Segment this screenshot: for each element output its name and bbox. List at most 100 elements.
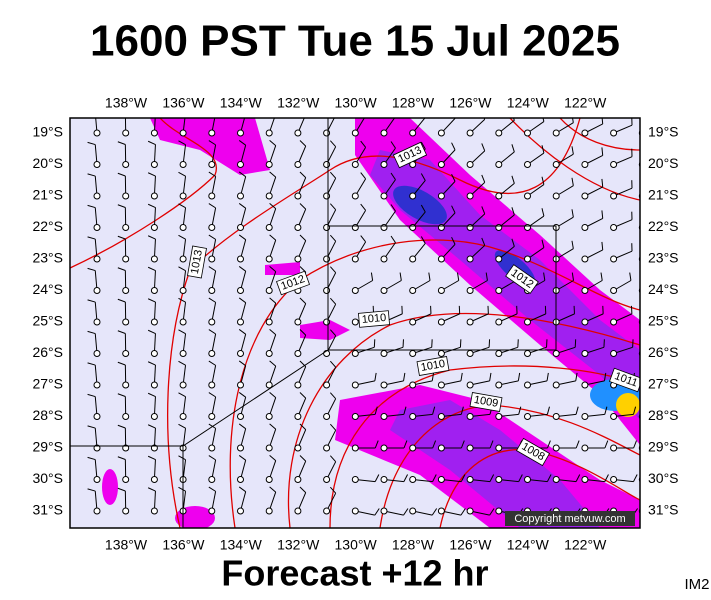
barb-station [150,413,158,420]
isobar-label: 1011 [608,367,640,393]
barb-station [380,476,388,483]
barb-flag [299,297,307,304]
barb-station [208,192,216,200]
latitude-label: 25°S [648,313,679,329]
barb-station [150,255,158,263]
barb-station [495,161,503,168]
barb-station [122,287,130,294]
barb-station [323,129,331,137]
barb-station [610,476,618,483]
barb-flag [87,236,96,240]
barb-flag [481,237,486,246]
barb-flag [238,486,246,493]
barb-flag [329,360,337,368]
longitude-label: 134°W [220,95,263,111]
isobar-label: 1009 [469,392,503,412]
barb-station [409,476,417,483]
barb-flag [511,175,515,184]
barb-station [409,381,417,389]
barb-flag [208,203,216,209]
barb-flag [87,330,96,335]
barb-flag [329,392,337,400]
barb-station [351,444,359,452]
barb-station [150,350,158,357]
barb-flag [208,266,216,272]
wind-barbs [87,118,640,516]
barb-flag [541,176,545,185]
barb-flag [403,508,409,516]
barb-station [150,507,158,515]
barb-station [552,192,560,200]
barb-station [323,287,331,294]
barb-station [437,192,445,200]
barb-flag [208,329,216,335]
barb-flag [269,455,277,461]
barb-station [466,444,474,452]
barb-station [265,192,273,200]
barb-station [380,413,388,420]
barb-flag [513,118,515,121]
barb-flag [87,173,96,177]
barb-flag [518,474,523,482]
barb-flag [269,203,277,209]
rain-area [265,262,300,275]
barb-flag [543,272,546,281]
barb-flag [518,406,522,415]
barb-flag [601,241,604,250]
barb-flag [117,487,126,492]
barb-station [437,476,445,483]
barb-station [122,381,130,389]
barb-station [610,129,618,137]
barb-station [351,350,359,357]
latitude-label: 19°S [32,124,63,140]
barb-station [323,413,331,420]
latitude-label: 27°S [648,376,679,392]
barb-station [380,129,388,137]
isobar-label-box [358,310,390,328]
title: 1600 PST Tue 15 Jul 2025 [90,17,620,66]
barb-station [581,350,589,357]
barb-station [208,161,216,168]
isobar-label: 1012 [275,270,311,296]
barb-station [237,444,244,452]
barb-station [208,287,216,294]
longitude-label: 132°W [277,95,320,111]
barb-flag [178,329,186,335]
isobar-label-box [275,270,311,296]
barb-flag [511,238,515,247]
barb-flag [329,423,337,431]
barb-station [409,444,417,452]
barb-station [380,287,388,294]
barb-flag [87,141,96,146]
barb-flag [629,272,632,281]
barb-flag [575,474,581,482]
barb-station [437,444,445,452]
barb-flag [178,360,186,366]
barb-station [552,413,560,420]
barb-flag [178,297,186,303]
barb-station [323,507,331,515]
barb-station [208,318,216,326]
barb-station [610,224,618,231]
barb-flag [601,210,604,219]
barb-station [237,129,244,137]
barb-flag [329,486,337,494]
barb-flag [360,235,366,243]
barb-flag [603,372,607,381]
barb-station [437,350,445,357]
barb-station [179,381,187,389]
barb-station [93,255,101,263]
isobar-label-text: 1010 [420,358,446,374]
barb-station [524,161,531,168]
latitude-label: 30°S [32,470,63,486]
barb-station [150,224,158,231]
barb-station [323,161,331,168]
barb-station [581,224,589,231]
barb-flag [575,440,580,449]
barb-flag [299,423,307,430]
barb-station [552,381,560,389]
barb-station [294,318,302,326]
barb-station [495,224,503,231]
barb-flag [299,203,307,210]
